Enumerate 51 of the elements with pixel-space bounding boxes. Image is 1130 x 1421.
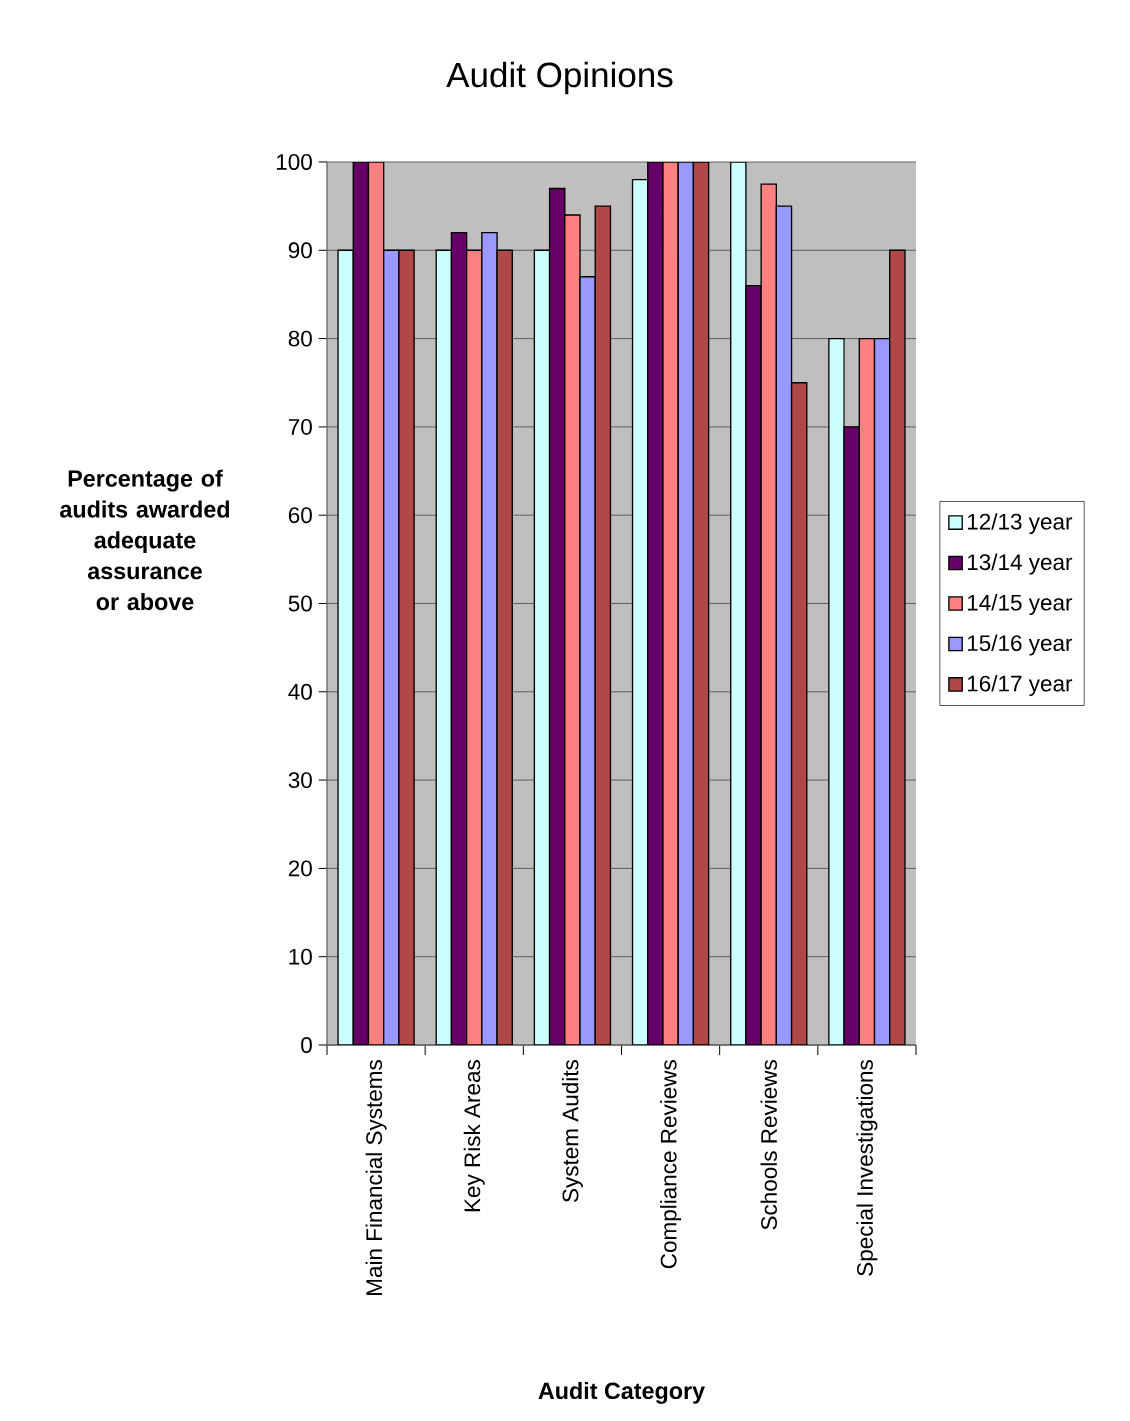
bar [367, 161, 385, 1045]
bar [873, 337, 891, 1045]
x-axis-title: Audit Category [538, 1381, 705, 1404]
x-tick-label: Key Risk Areas [463, 1060, 485, 1212]
x-tick-label: Main Financial Systems [365, 1060, 387, 1295]
legend-label: 14/15 year [967, 594, 1073, 616]
y-tick-label: 0 [301, 1037, 312, 1053]
y-axis-title: Percentage of audits awarded adequate assurance or above [60, 469, 230, 611]
y-tick-label: 100 [276, 154, 312, 170]
bar [450, 231, 468, 1045]
x-tick-label: System Audits [561, 1060, 583, 1202]
y-tick-label: 40 [288, 683, 312, 700]
y-tick-label: 30 [288, 772, 312, 789]
legend-label: 15/16 year [967, 634, 1073, 656]
bar [594, 205, 612, 1045]
bar [730, 161, 747, 1045]
bar [579, 276, 596, 1045]
legend-label: 16/17 year [967, 675, 1073, 697]
legend-label: 13/14 year [967, 553, 1073, 575]
bar [548, 187, 566, 1045]
bar [790, 382, 808, 1045]
bar [352, 161, 370, 1045]
bar [692, 161, 710, 1045]
y-tick-label: 20 [288, 860, 312, 877]
bar [662, 161, 679, 1045]
bar [564, 214, 581, 1045]
bar [435, 249, 453, 1045]
legend-label: 12/13 year [967, 513, 1073, 535]
chart-title: Audit Opinions [446, 61, 673, 95]
y-tick-label: 70 [288, 418, 312, 435]
bar [383, 249, 400, 1045]
y-tick-label: 10 [289, 948, 312, 965]
bar [533, 249, 551, 1045]
bar [843, 426, 860, 1045]
bar [337, 249, 354, 1045]
bar [858, 337, 876, 1045]
y-tick-label: 90 [288, 242, 312, 259]
bar [496, 249, 513, 1045]
bar [760, 183, 778, 1045]
bar [647, 161, 664, 1045]
x-tick-label: Special Investigations [856, 1060, 878, 1276]
bar [677, 161, 695, 1045]
x-tick-label: Compliance Reviews [660, 1060, 682, 1269]
bar [465, 249, 483, 1045]
bar [631, 178, 649, 1045]
y-tick-label: 60 [288, 507, 312, 524]
y-tick-label: 80 [288, 330, 312, 347]
y-tick-label: 50 [288, 595, 312, 612]
bar [889, 249, 906, 1045]
bar [775, 205, 793, 1045]
x-tick-label: Schools Reviews [760, 1060, 777, 1230]
